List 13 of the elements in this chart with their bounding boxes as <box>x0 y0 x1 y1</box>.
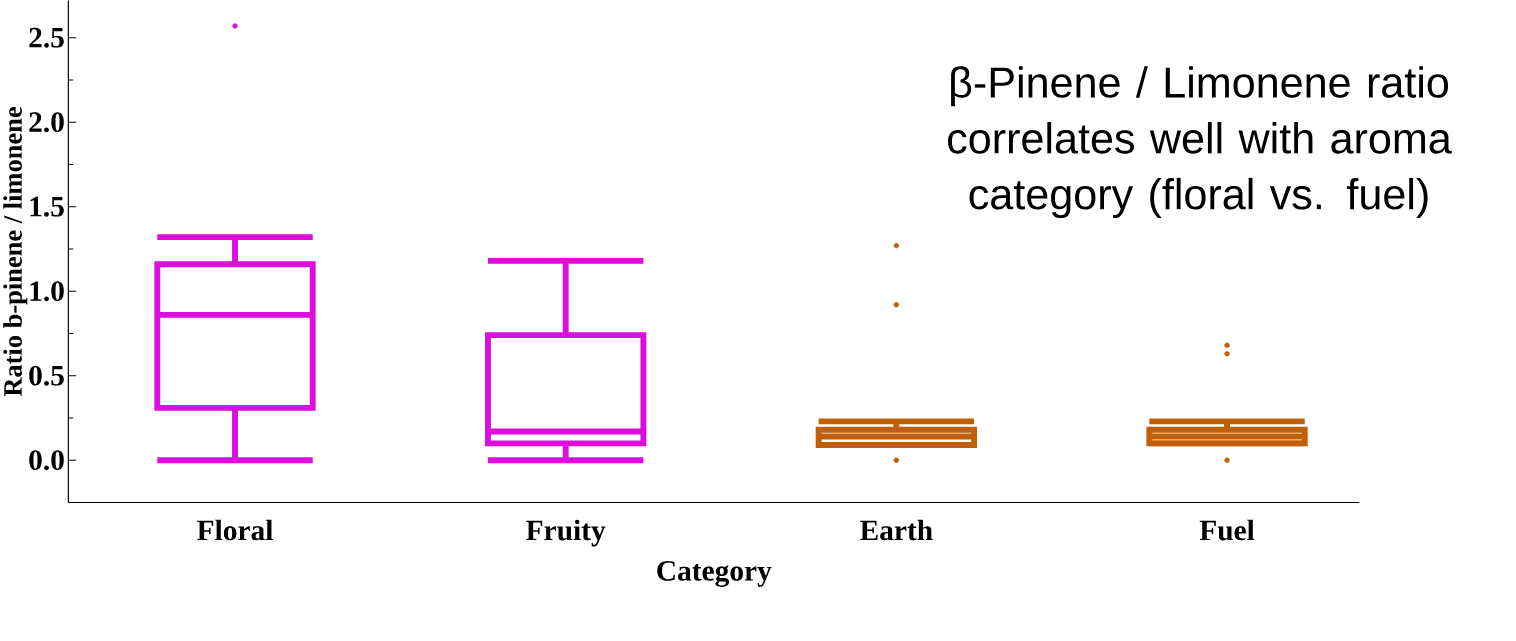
y-tick-label: 2.5 <box>29 27 64 48</box>
y-tick-label: 2.0 <box>29 112 64 133</box>
x-tick-label: Earth <box>860 519 933 541</box>
x-tick-label: Floral <box>197 519 273 541</box>
x-tick-label: Fruity <box>526 519 606 547</box>
y-tick-label: 1.0 <box>30 281 64 302</box>
y-tick-label: 0.5 <box>29 365 64 386</box>
x-axis-title: Category <box>657 560 772 587</box>
y-tick-label: 1.5 <box>30 196 64 217</box>
y-axis-title: Ratio b-pinene / limonene <box>3 107 28 397</box>
annotation: β-Pinene / Limonene ratio correlates well with aroma category (floral vs. fuel) <box>948 66 1452 219</box>
y-tick-label: 0.0 <box>29 450 64 471</box>
x-tick-label: Fuel <box>1199 519 1255 541</box>
